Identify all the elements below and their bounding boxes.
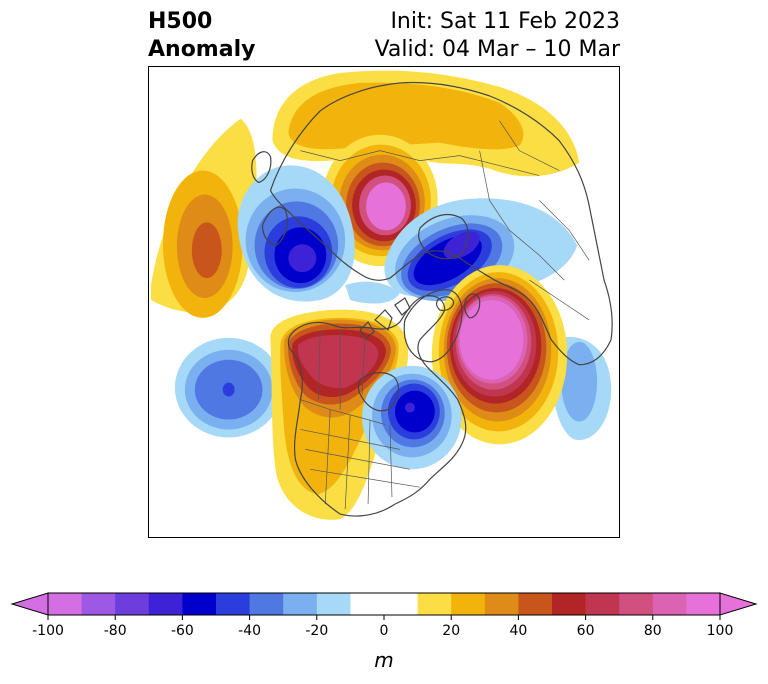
- anomaly-canada-trough: [237, 165, 355, 302]
- init-date: Init: Sat 11 Feb 2023: [390, 9, 620, 34]
- colorbar-swatch: [686, 593, 721, 615]
- colorbar-swatch: [652, 593, 687, 615]
- coastline-north-america: [287, 295, 467, 517]
- colorbar-swatch: [518, 593, 553, 615]
- colorbar-tick-label: 100: [707, 623, 734, 639]
- colorbar-boxes: [10, 592, 758, 616]
- coastline-scandinavia: [418, 213, 469, 260]
- anomaly-eastern-north-america-trough: [362, 365, 462, 470]
- colorbar-tick-label: -80: [104, 623, 127, 639]
- coastline-uk: [464, 293, 481, 319]
- anomaly-north-pacific-ridge: [150, 118, 257, 318]
- colorbar-swatch: [619, 593, 654, 615]
- title-field: H500: [148, 9, 213, 34]
- coastline-eurasia: [269, 81, 613, 366]
- anomaly-fill-layer: [150, 70, 612, 520]
- border-eurasia-countries: [479, 120, 590, 321]
- colorbar-swatch: [249, 593, 284, 615]
- colorbar-ticks: -100 -80 -60 -40 -20 0 20 40 60 80 100: [32, 615, 733, 639]
- colorbar-swatch: [115, 593, 150, 615]
- coastlines-layer: [251, 81, 613, 517]
- colorbar-swatch: [148, 593, 183, 615]
- border-russia: [300, 150, 540, 176]
- political-borders-layer: [300, 120, 590, 510]
- colorbar-extend-over: [719, 592, 758, 616]
- colorbar-swatch: [48, 593, 83, 615]
- title-block-left: H500 Anomaly: [148, 8, 255, 64]
- colorbar-swatch: [484, 593, 519, 615]
- coastline-iceland: [435, 296, 455, 312]
- colorbar-svg: -100 -80 -60 -40 -20 0 20 40 60 80 100 m: [10, 592, 758, 672]
- colorbar-tick-label: 80: [644, 623, 662, 639]
- colorbar-swatch: [552, 593, 587, 615]
- border-us-canada: [300, 399, 386, 425]
- title-block-right: Init: Sat 11 Feb 2023 Valid: 04 Mar – 10…: [375, 8, 620, 64]
- coastline-hudson-bay: [357, 372, 400, 412]
- coastline-japan: [251, 151, 272, 184]
- colorbar-tick-label: -40: [238, 623, 261, 639]
- colorbar-swatch: [417, 593, 452, 615]
- colorbar-tick-label: 0: [380, 623, 389, 639]
- anomaly-north-atlantic-ridge: [431, 265, 568, 445]
- title-subfield: Anomaly: [148, 37, 256, 62]
- coastline-greenland: [403, 289, 463, 363]
- anomaly-gulf-of-alaska-trough: [174, 337, 283, 438]
- colorbar: -100 -80 -60 -40 -20 0 20 40 60 80 100 m: [0, 585, 768, 684]
- colorbar-swatch: [350, 593, 385, 615]
- coastline-kamchatka: [261, 206, 288, 246]
- valid-range: Valid: 04 Mar – 10 Mar: [374, 37, 620, 62]
- colorbar-swatch: [451, 593, 486, 615]
- colorbar-tick-label: 40: [509, 623, 527, 639]
- colorbar-tick-label: 20: [442, 623, 460, 639]
- colorbar-tick-label: -100: [32, 623, 64, 639]
- colorbar-swatch: [585, 593, 620, 615]
- colorbar-tick-label: -20: [305, 623, 328, 639]
- colorbar-swatch: [316, 593, 351, 615]
- coastline-canadian-archipelago: [359, 297, 411, 339]
- border-canada-provinces: [317, 329, 366, 410]
- colorbar-tick-label: 60: [577, 623, 595, 639]
- map-panel: [148, 66, 620, 538]
- colorbar-swatch: [81, 593, 116, 615]
- colorbar-unit-label: m: [374, 648, 393, 672]
- colorbar-swatch: [182, 593, 217, 615]
- colorbar-swatch: [283, 593, 318, 615]
- anomaly-map: [150, 70, 613, 520]
- colorbar-tick-label: -60: [171, 623, 194, 639]
- border-us-states: [300, 409, 420, 510]
- colorbar-swatch: [384, 593, 419, 615]
- colorbar-extend-under: [10, 592, 49, 616]
- colorbar-swatch: [216, 593, 251, 615]
